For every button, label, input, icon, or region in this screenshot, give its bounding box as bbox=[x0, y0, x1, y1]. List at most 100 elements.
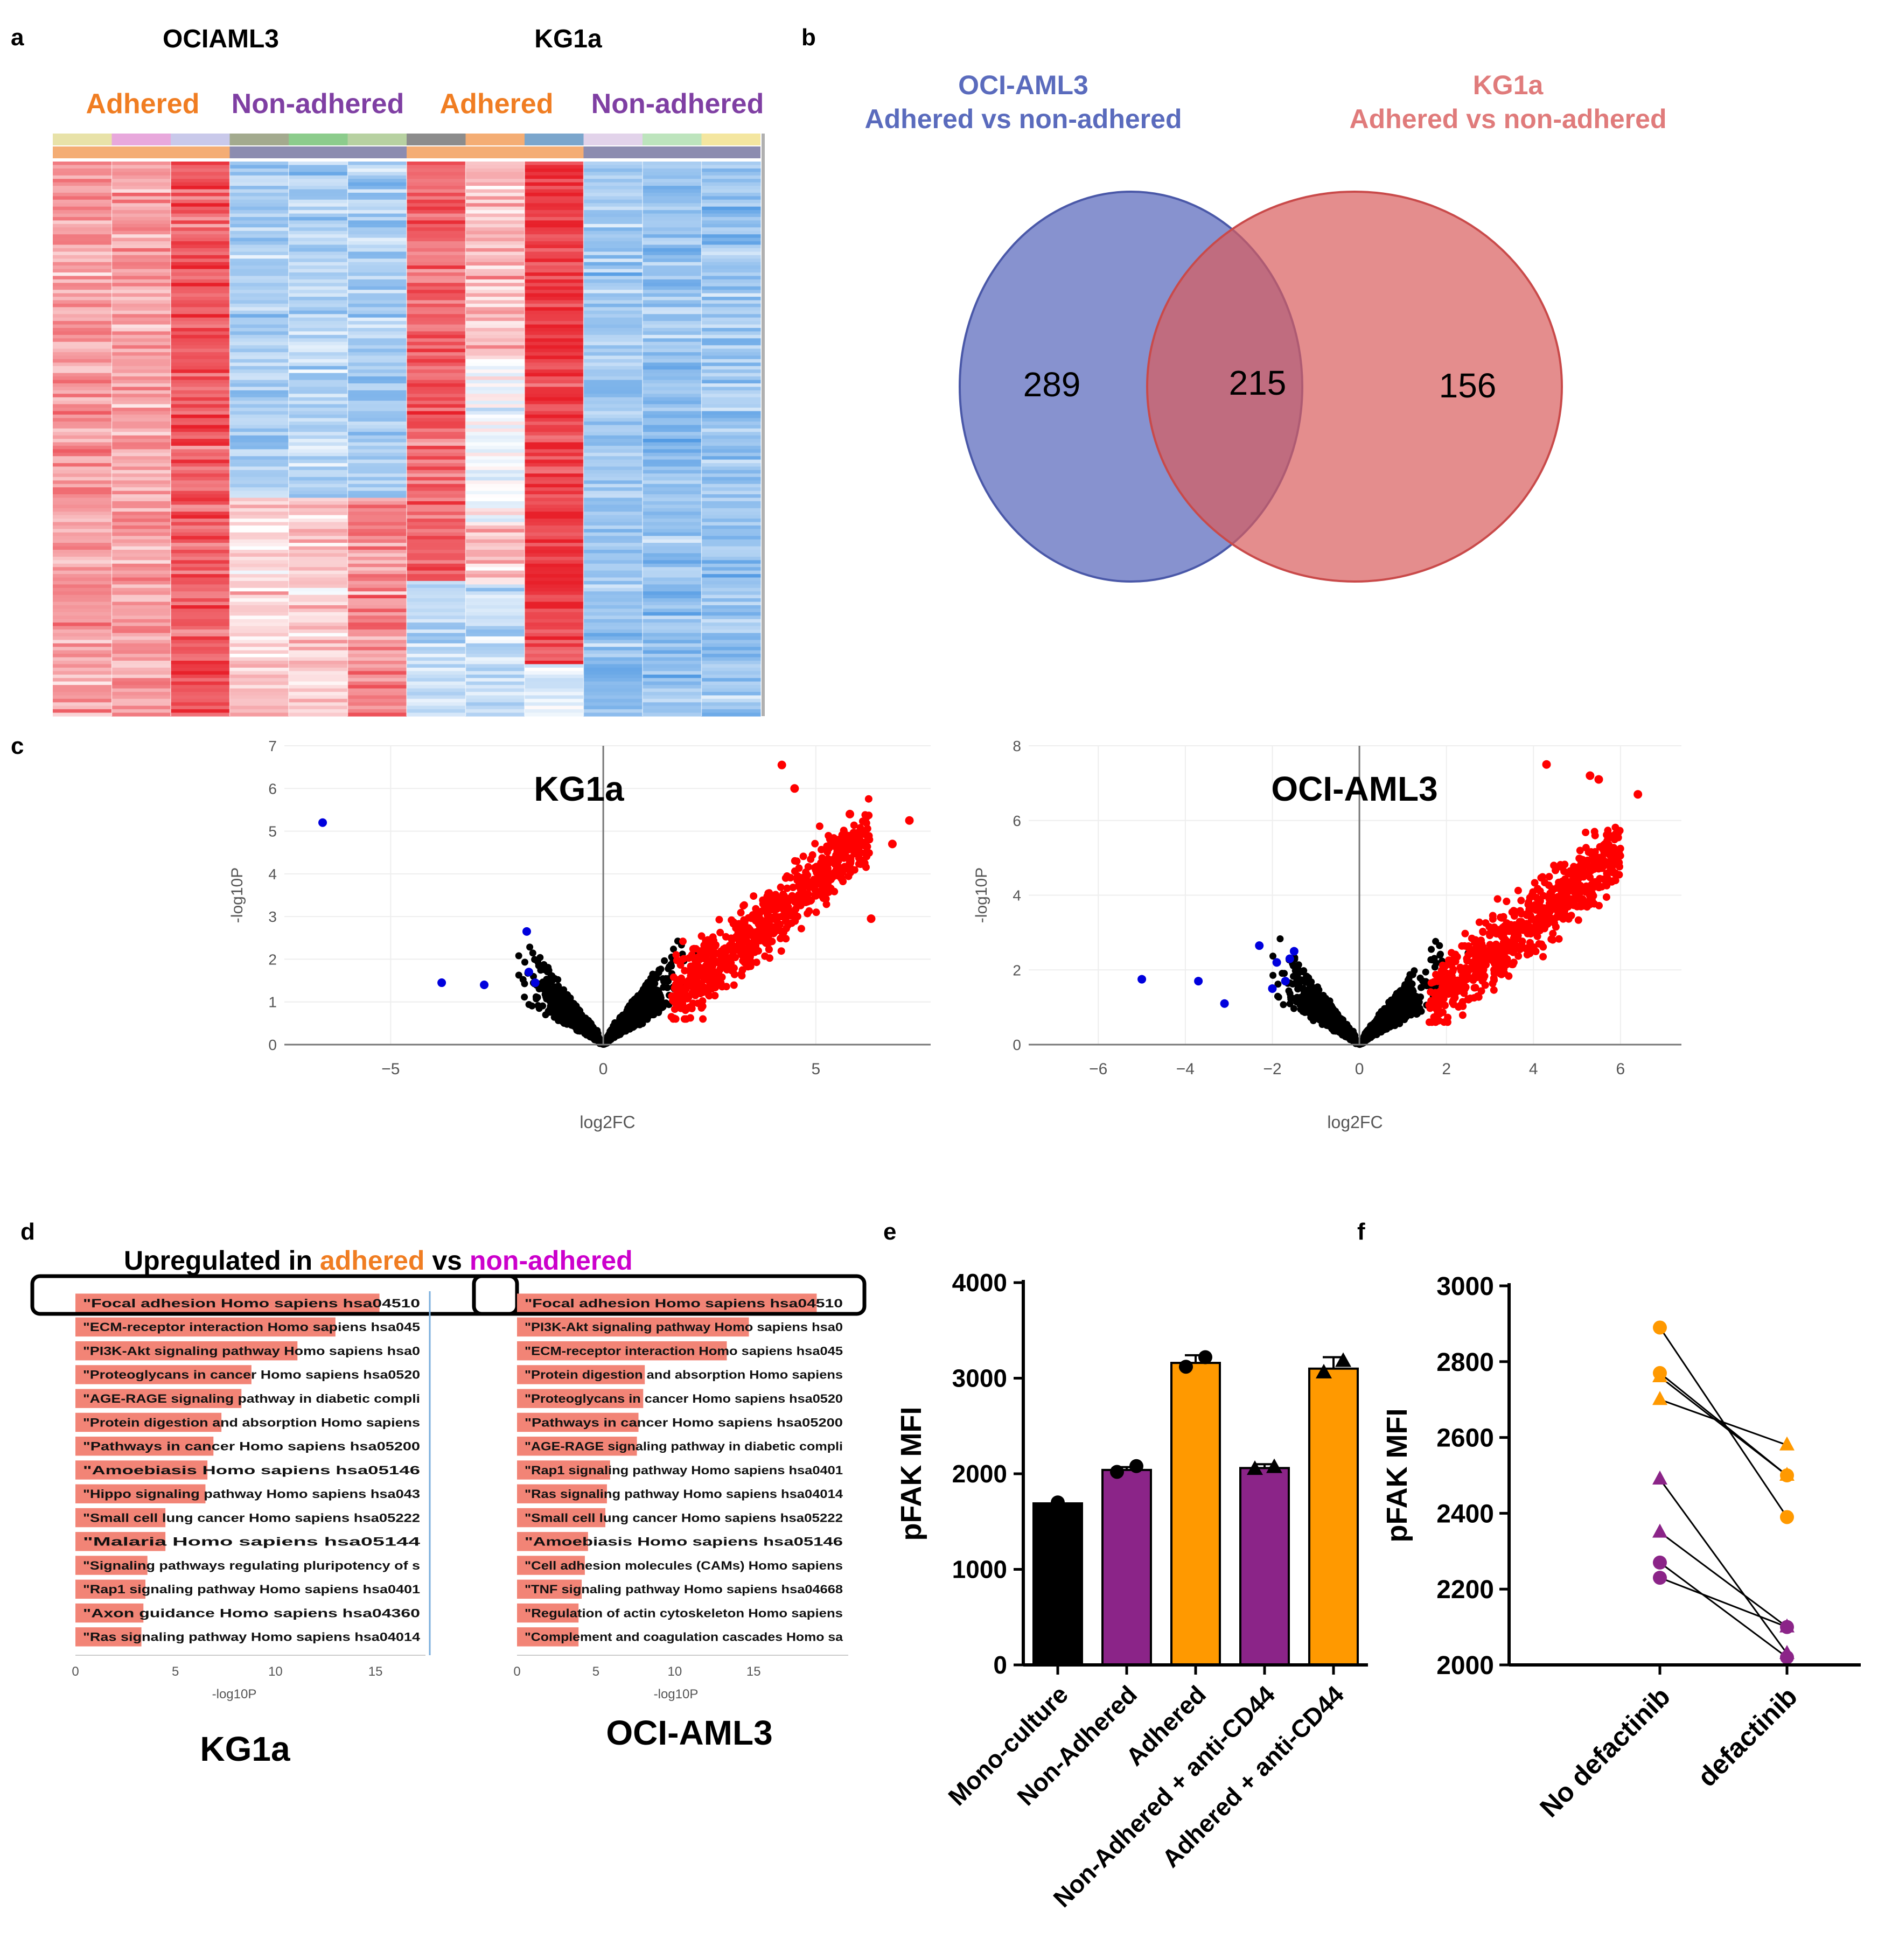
heatmap-cell bbox=[465, 550, 525, 554]
heatmap-cell bbox=[229, 237, 289, 242]
heatmap-cell bbox=[347, 220, 407, 225]
heatmap-cell bbox=[701, 227, 761, 232]
heatmap-cell bbox=[229, 612, 289, 616]
heatmap-cell bbox=[229, 297, 289, 301]
heatmap-cell bbox=[111, 383, 171, 387]
heatmap-cell bbox=[229, 685, 289, 689]
heatmap-cell bbox=[525, 265, 584, 270]
heatmap-cell bbox=[583, 397, 643, 401]
heatmap-cell bbox=[229, 508, 289, 512]
heatmap-cell bbox=[643, 657, 702, 661]
heatmap-cell bbox=[229, 223, 289, 228]
heatmap-cell bbox=[407, 179, 466, 183]
heatmap-cell bbox=[53, 550, 113, 554]
heatmap-cell bbox=[289, 387, 348, 391]
heatmap-cell bbox=[643, 452, 702, 457]
volcano-point-up bbox=[739, 919, 747, 927]
volcano-point-up bbox=[752, 958, 760, 967]
heatmap-cell bbox=[289, 712, 348, 717]
heatmap-cell bbox=[407, 192, 466, 197]
heatmap-cell bbox=[111, 608, 171, 613]
heatmap-cell bbox=[229, 688, 289, 692]
heatmap-cell bbox=[643, 276, 702, 280]
heatmap-cell bbox=[229, 681, 289, 685]
heatmap-cell bbox=[407, 678, 466, 682]
heatmap-cell bbox=[53, 439, 113, 443]
volcano-point-up bbox=[734, 935, 742, 943]
heatmap-cell bbox=[525, 598, 584, 603]
heatmap-cell bbox=[171, 674, 231, 678]
volcano-point-up bbox=[863, 824, 871, 832]
heatmap-cell bbox=[229, 494, 289, 498]
heatmap-cell bbox=[525, 605, 584, 609]
heatmap-cell bbox=[525, 622, 584, 627]
heatmap-cell bbox=[111, 536, 171, 540]
heatmap-cell bbox=[643, 265, 702, 270]
heatmap-cell bbox=[171, 223, 231, 228]
volcano-point-up bbox=[806, 881, 814, 889]
heatmap-cell bbox=[171, 608, 231, 613]
heatmap-cell bbox=[525, 674, 584, 678]
heatmap-cell bbox=[229, 498, 289, 502]
heatmap-cell bbox=[407, 633, 466, 637]
heatmap-cell bbox=[701, 290, 761, 294]
volcano-point-ns bbox=[1285, 987, 1293, 995]
heatmap-cell bbox=[347, 570, 407, 575]
heatmap-cell bbox=[465, 179, 525, 183]
heatmap-cell bbox=[701, 269, 761, 273]
heatmap-cell bbox=[407, 442, 466, 446]
heatmap-cell bbox=[53, 251, 113, 256]
heatmap-cell bbox=[407, 283, 466, 287]
heatmap-cell bbox=[53, 563, 113, 568]
heatmap-cell bbox=[701, 612, 761, 616]
heatmap-cell bbox=[583, 702, 643, 706]
volcano-point-ns bbox=[637, 1014, 645, 1021]
heatmap-cell bbox=[525, 556, 584, 561]
heatmap-cell bbox=[525, 574, 584, 578]
heatmap-cell bbox=[465, 640, 525, 644]
volcano-point-up bbox=[765, 946, 773, 953]
heatmap-cell bbox=[289, 574, 348, 578]
heatmap-cell bbox=[53, 705, 113, 710]
heatmap-cell bbox=[407, 297, 466, 301]
heatmap-cell bbox=[465, 182, 525, 186]
heatmap-cell bbox=[407, 674, 466, 678]
heatmap-cell bbox=[289, 380, 348, 384]
heatmap-cell bbox=[347, 265, 407, 270]
heatmap-cell bbox=[229, 522, 289, 526]
heatmap-cell bbox=[407, 636, 466, 640]
heatmap-cell bbox=[643, 681, 702, 685]
heatmap-cell bbox=[643, 162, 702, 165]
heatmap-cell bbox=[347, 605, 407, 609]
heatmap-cell bbox=[53, 248, 113, 252]
heatmap-cell bbox=[347, 206, 407, 211]
heatmap-cell bbox=[525, 223, 584, 228]
volcano-point-up bbox=[799, 892, 807, 900]
heatmap-cell bbox=[111, 674, 171, 678]
heatmap-cell bbox=[583, 709, 643, 713]
heatmap-cell bbox=[465, 487, 525, 492]
heatmap-cell bbox=[171, 515, 231, 519]
heatmap-annotation-cell bbox=[643, 134, 702, 145]
heatmap-cell bbox=[583, 408, 643, 412]
heatmap-cell bbox=[347, 484, 407, 488]
volcano-point-up bbox=[676, 980, 683, 988]
heatmap-cell bbox=[701, 421, 761, 425]
heatmap-cell bbox=[407, 577, 466, 582]
heatmap-cell bbox=[465, 463, 525, 467]
heatmap-cell bbox=[111, 223, 171, 228]
heatmap-cell bbox=[583, 383, 643, 387]
heatmap-cell bbox=[229, 186, 289, 190]
volcano-point-up bbox=[716, 964, 724, 972]
heatmap-cell bbox=[229, 525, 289, 529]
heatmap-cell bbox=[643, 522, 702, 526]
heatmap-cell bbox=[347, 321, 407, 325]
volcano-point-ns bbox=[515, 952, 522, 960]
heatmap-cell bbox=[53, 643, 113, 647]
heatmap-cell bbox=[583, 290, 643, 294]
heatmap-cell bbox=[229, 432, 289, 436]
heatmap-cell bbox=[407, 525, 466, 529]
heatmap-cell bbox=[643, 484, 702, 488]
volcano-point-up bbox=[696, 955, 704, 963]
heatmap-cell bbox=[525, 297, 584, 301]
